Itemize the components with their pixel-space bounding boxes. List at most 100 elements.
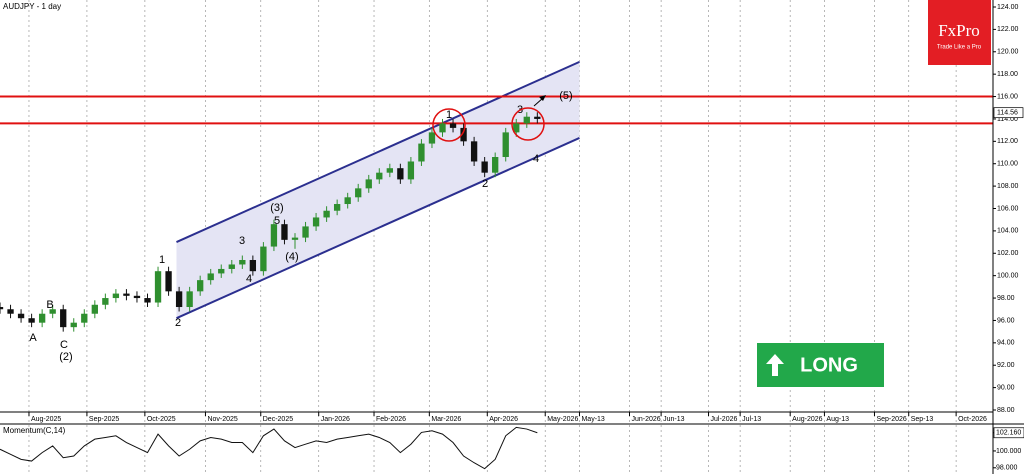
x-tick-label: Sep-2026: [876, 416, 906, 423]
x-tick-label: Jan-2026: [321, 416, 350, 423]
candle-body: [333, 204, 341, 211]
highlight-circle: [511, 107, 545, 141]
candle-body: [154, 271, 162, 303]
arrow-head: [539, 95, 546, 101]
y-tick-label: 110.00: [997, 161, 1018, 168]
current-value-box: [993, 427, 1024, 439]
candle-body: [492, 157, 499, 173]
last-price-box: [993, 107, 1024, 119]
channel-line: [176, 137, 580, 320]
y-tick-label: 98.00: [997, 295, 1015, 302]
candle-body: [28, 318, 35, 323]
candle-body: [207, 273, 214, 281]
candle-body: [291, 237, 299, 240]
wave-label: 3: [239, 235, 245, 247]
y-tick-label: 90.00: [997, 384, 1015, 391]
y-tick-label: 92.00: [997, 362, 1015, 369]
wave-label: C: [60, 339, 68, 351]
wave-label: 1: [446, 109, 452, 121]
y-tick-label: 120.00: [997, 49, 1019, 56]
candle-body: [534, 116, 541, 119]
x-tick-label: Sep-2025: [89, 416, 119, 423]
candle-body: [386, 168, 393, 173]
x-tick-label: Apr-2026: [489, 416, 518, 423]
wave-label: (5): [559, 90, 572, 102]
candle-body: [91, 304, 98, 314]
candle-body: [81, 313, 88, 323]
candle-body: [523, 116, 530, 124]
candle-body: [239, 259, 246, 265]
candle-body: [165, 271, 172, 292]
candle-body: [17, 313, 25, 319]
candle-body: [123, 293, 130, 296]
logo-tagline: Trade Like a Pro: [937, 45, 982, 51]
candle-body: [133, 295, 141, 299]
x-tick-label: Jun-2026: [632, 416, 661, 423]
candle-body: [197, 280, 204, 292]
candle-body: [460, 127, 467, 142]
candle-body: [428, 132, 436, 144]
candle-body: [38, 313, 46, 323]
candle-body: [470, 141, 478, 162]
candle-body: [376, 172, 383, 180]
signal-label: LONG: [800, 354, 858, 376]
signal-arrow: [766, 354, 784, 376]
candle-body: [397, 168, 404, 180]
candle-body: [112, 293, 120, 299]
logo-box: [928, 0, 991, 65]
y-tick-label: 96.00: [997, 317, 1015, 324]
candle-body: [0, 307, 4, 310]
candle-body: [513, 123, 520, 133]
logo-name: FxPro: [938, 21, 980, 40]
x-tick-label: May-2026: [547, 416, 578, 423]
candle-body: [270, 224, 278, 247]
wave-label: 2: [175, 317, 181, 329]
candle-body: [302, 226, 309, 238]
candle-body: [344, 197, 351, 205]
x-tick-label: Jun-13: [663, 416, 685, 423]
candle-body: [218, 268, 225, 274]
x-tick-label: Jul-2026: [711, 416, 738, 423]
wave-label: (2): [59, 351, 72, 363]
wave-label: B: [46, 299, 53, 311]
x-tick-label: May-13: [581, 416, 604, 423]
x-tick-label: Jul-13: [742, 416, 761, 423]
x-tick-label: Oct-2025: [147, 416, 176, 423]
x-tick-label: Sep-13: [911, 416, 934, 423]
y-tick-label: 112.00: [997, 138, 1018, 145]
candle-body: [502, 132, 509, 158]
candle-body: [323, 210, 330, 218]
indicator-title: Momentum(C,14): [3, 426, 66, 435]
y-tick-label: 104.00: [997, 228, 1019, 235]
wave-label: (3): [270, 202, 283, 214]
y-tick-label: 118.00: [997, 71, 1018, 78]
y-tick-label: 106.00: [997, 205, 1019, 212]
candle-body: [439, 123, 446, 133]
candle-body: [481, 161, 488, 173]
candle-body: [407, 161, 415, 180]
candle-body: [249, 259, 257, 272]
x-tick-label: Aug-2025: [31, 416, 61, 423]
y-tick-label: 100.00: [997, 273, 1019, 280]
candle-body: [260, 246, 267, 272]
y-tick-label: 108.00: [997, 183, 1019, 190]
chart-title: AUDJPY - 1 day: [3, 2, 61, 11]
wave-label: A: [29, 332, 37, 344]
candle-body: [281, 224, 288, 240]
last-price-label: 114.56: [997, 110, 1018, 117]
y-tick-label: 102.00: [997, 250, 1019, 257]
candle-body: [186, 291, 193, 308]
y-tick-label: 102.160: [996, 430, 1021, 437]
y-tick-label: 98.000: [996, 465, 1018, 472]
x-tick-label: Dec-2025: [263, 416, 293, 423]
channel-area: [176, 61, 580, 319]
wave-label: 5: [274, 215, 280, 227]
wave-label: 4: [246, 273, 252, 285]
y-tick-label: 88.00: [997, 407, 1015, 414]
x-tick-label: Nov-2025: [207, 416, 237, 423]
candle-body: [355, 188, 362, 198]
candle-body: [418, 143, 425, 162]
signal-badge: [757, 343, 884, 387]
